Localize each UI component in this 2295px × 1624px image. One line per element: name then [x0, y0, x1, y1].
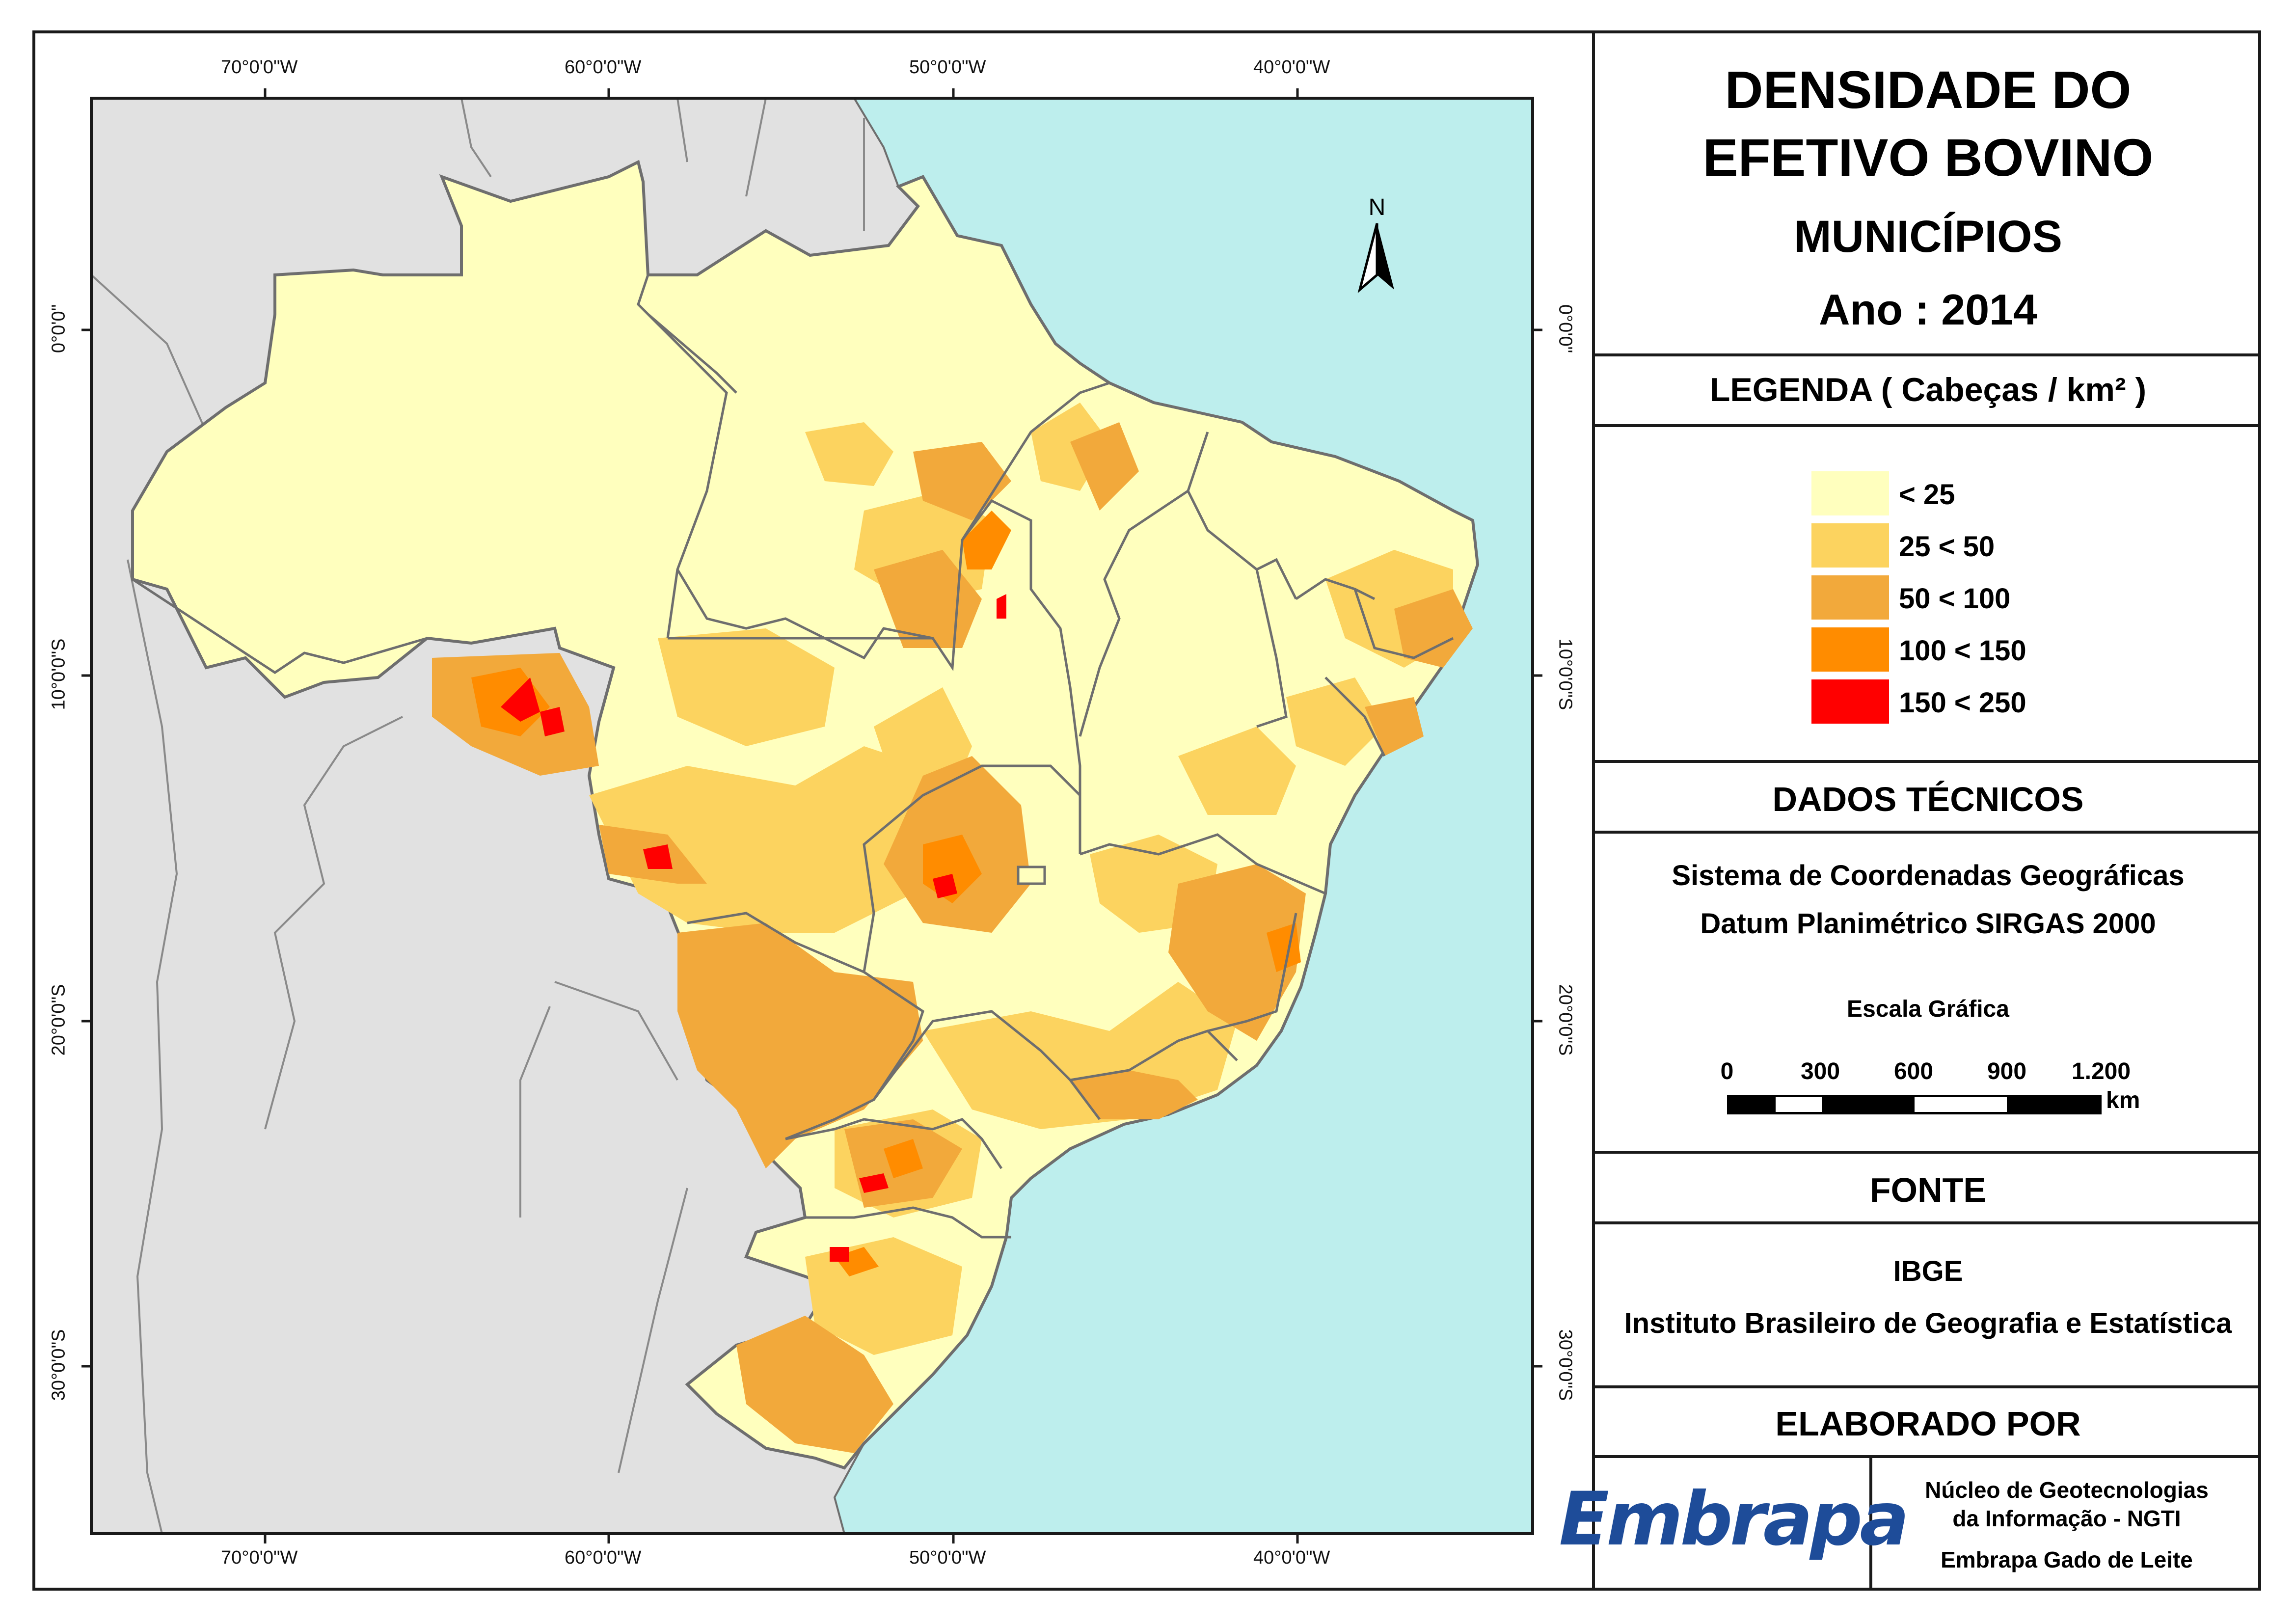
scale-title: Escala Gráfica — [1847, 996, 2009, 1022]
title-line-3: MUNICÍPIOS — [1794, 212, 2062, 262]
lat-label-right: 30°0'0"S — [1555, 1329, 1576, 1401]
lon-label-top: 40°0'0"W — [1253, 57, 1330, 78]
author-header: ELABORADO POR — [1775, 1405, 2081, 1443]
distrito-federal — [1017, 866, 1046, 885]
panel-divider — [1592, 30, 1595, 1591]
lat-label-right: 0°0'0" — [1555, 304, 1576, 353]
author-line-2: da Informação - NGTI — [1952, 1506, 2181, 1531]
density-150-250 — [501, 594, 1006, 1262]
embrapa-logo: Embrapa — [1559, 1463, 1910, 1576]
divider — [1595, 424, 2261, 427]
north-label: N — [1368, 194, 1386, 220]
divider — [1595, 831, 2261, 834]
neighbor-borders — [91, 98, 865, 1534]
divider — [1595, 1455, 2261, 1458]
legend-swatch — [1811, 627, 1889, 672]
north-arrow: N — [1355, 194, 1399, 294]
title-line-1: DENSIDADE DO — [1725, 60, 2132, 119]
legend-label: 50 < 100 — [1899, 583, 2011, 615]
divider — [1595, 353, 2261, 356]
legend-label: 150 < 250 — [1899, 687, 2026, 719]
outer-frame — [32, 30, 2261, 1591]
lon-label-bottom: 50°0'0"W — [909, 1547, 986, 1568]
lon-label-bottom: 60°0'0"W — [565, 1547, 642, 1568]
source-org: IBGE — [1893, 1255, 1963, 1287]
legend-swatch — [1811, 471, 1889, 515]
divider — [1595, 1151, 2261, 1154]
north-arrow-icon — [1357, 223, 1394, 294]
title-line-2: EFETIVO BOVINO — [1702, 128, 2154, 187]
lat-label-right: 10°0'0"S — [1555, 638, 1576, 710]
divider — [1595, 1385, 2261, 1388]
logo-text: Embrapa — [1559, 1477, 1910, 1562]
technical-header: DADOS TÉCNICOS — [1772, 780, 2084, 818]
state-borders — [132, 273, 1454, 1239]
lat-label-left: 30°0'0"S — [48, 1329, 69, 1401]
title-line-4: Ano : 2014 — [1818, 285, 2038, 334]
lat-label-left: 0°0'0" — [48, 304, 69, 353]
scale-tick-label: 0 — [1720, 1058, 1734, 1084]
legend-label: < 25 — [1899, 479, 1955, 511]
lon-label-top: 50°0'0"W — [909, 57, 986, 78]
map-frame — [90, 97, 1534, 1535]
lon-label-bottom: 40°0'0"W — [1253, 1547, 1330, 1568]
panel-divider — [1869, 1455, 1872, 1591]
lon-label-top: 60°0'0"W — [565, 57, 642, 78]
lon-label-top: 70°0'0"W — [221, 57, 298, 78]
lat-label-right: 20°0'0"S — [1555, 984, 1576, 1056]
legend-swatch — [1811, 679, 1889, 724]
lat-label-left: 10°0'0"S — [48, 638, 69, 710]
lat-label-left: 20°0'0"S — [48, 984, 69, 1056]
legend-swatch — [1811, 523, 1889, 568]
legend-label: 100 < 150 — [1899, 635, 2026, 667]
legend-header: LEGENDA ( Cabeças / km² ) — [1709, 371, 2147, 408]
source-header: FONTE — [1869, 1171, 1987, 1209]
author-line-3: Embrapa Gado de Leite — [1941, 1547, 2193, 1572]
scale-tick-label: 600 — [1893, 1058, 1934, 1084]
scale-tick-label: 1.200 — [2071, 1058, 2131, 1084]
author-line-1: Núcleo de Geotecnologias — [1925, 1477, 2209, 1503]
lon-label-bottom: 70°0'0"W — [221, 1547, 298, 1568]
scale-unit: km — [2106, 1087, 2140, 1113]
graticule-ticks — [81, 88, 1542, 1543]
legend-swatch — [1811, 575, 1889, 620]
scale-bar — [1727, 1095, 2102, 1114]
scale-tick-label: 900 — [1987, 1058, 2027, 1084]
divider — [1595, 1221, 2261, 1224]
scale-tick-label: 300 — [1800, 1058, 1840, 1084]
datum-text: Datum Planimétrico SIRGAS 2000 — [1700, 908, 2156, 940]
source-org-full: Instituto Brasileiro de Geografia e Esta… — [1624, 1307, 2232, 1339]
coord-system-text: Sistema de Coordenadas Geográficas — [1672, 860, 2185, 892]
legend-label: 25 < 50 — [1899, 531, 1995, 563]
divider — [1595, 760, 2261, 763]
